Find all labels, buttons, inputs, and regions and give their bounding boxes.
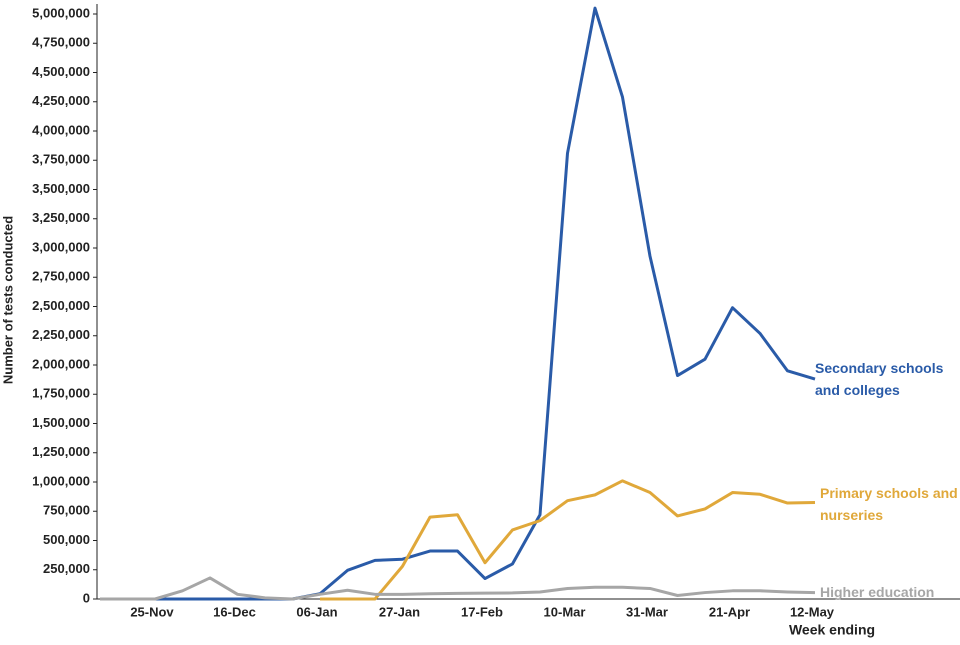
y-tick-label: 3,750,000: [32, 152, 90, 167]
y-tick-label: 1,000,000: [32, 473, 90, 488]
y-tick-label: 1,500,000: [32, 415, 90, 430]
series-line: [320, 479, 816, 601]
series-label: Secondary schools and colleges: [815, 360, 944, 398]
y-tick-label: 2,750,000: [32, 269, 90, 284]
y-tick-label: 750,000: [43, 503, 90, 518]
y-tick-label: 2,000,000: [32, 356, 90, 371]
y-tick-label: 3,250,000: [32, 210, 90, 225]
y-tick-label: 2,250,000: [32, 327, 90, 342]
x-tick-label: 06-Jan: [296, 604, 337, 619]
y-tick-label: 4,750,000: [32, 35, 90, 50]
x-tick-label: 25-Nov: [130, 604, 174, 619]
y-tick-label: 5,000,000: [32, 5, 90, 20]
x-tick-label: 21-Apr: [709, 604, 750, 619]
y-tick-label: 1,250,000: [32, 444, 90, 459]
series-label: Primary schools and nurseries: [820, 485, 958, 523]
y-tick-label: 4,000,000: [32, 122, 90, 137]
x-tick-label: 31-Mar: [626, 604, 668, 619]
y-tick-label: 1,750,000: [32, 386, 90, 401]
x-tick-label: 12-May: [790, 604, 835, 619]
y-axis-title: Number of tests conducted: [0, 216, 15, 384]
y-tick-label: 0: [83, 590, 90, 605]
y-tick-label: 4,250,000: [32, 93, 90, 108]
y-tick-label: 4,500,000: [32, 64, 90, 79]
series-line: [100, 6, 816, 601]
x-tick-label: 16-Dec: [213, 604, 256, 619]
y-tick-label: 500,000: [43, 532, 90, 547]
x-tick-label: 17-Feb: [461, 604, 503, 619]
y-tick-label: 2,500,000: [32, 298, 90, 313]
x-axis-title: Week ending: [789, 622, 875, 638]
x-tick-label: 27-Jan: [379, 604, 420, 619]
series-label: Higher education: [820, 584, 935, 600]
series-line: [100, 576, 816, 601]
y-tick-label: 3,500,000: [32, 181, 90, 196]
x-tick-label: 10-Mar: [544, 604, 586, 619]
y-tick-label: 3,000,000: [32, 239, 90, 254]
y-tick-label: 250,000: [43, 561, 90, 576]
